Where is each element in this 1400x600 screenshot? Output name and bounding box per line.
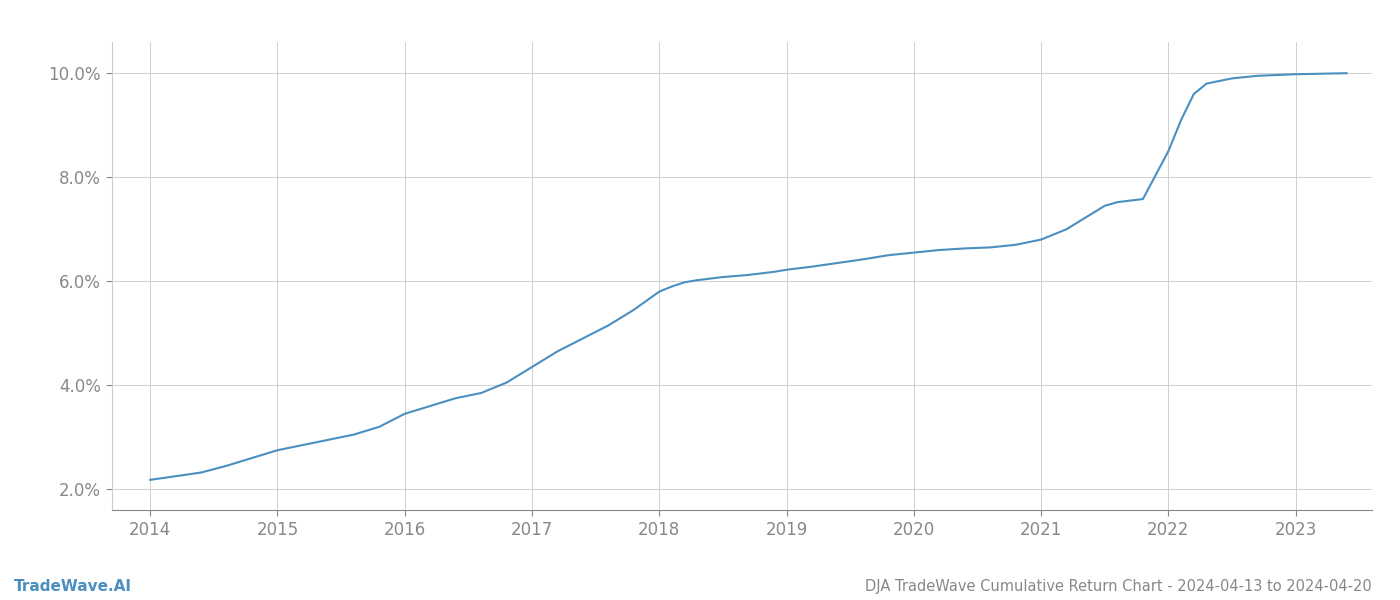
Text: TradeWave.AI: TradeWave.AI <box>14 579 132 594</box>
Text: DJA TradeWave Cumulative Return Chart - 2024-04-13 to 2024-04-20: DJA TradeWave Cumulative Return Chart - … <box>865 579 1372 594</box>
